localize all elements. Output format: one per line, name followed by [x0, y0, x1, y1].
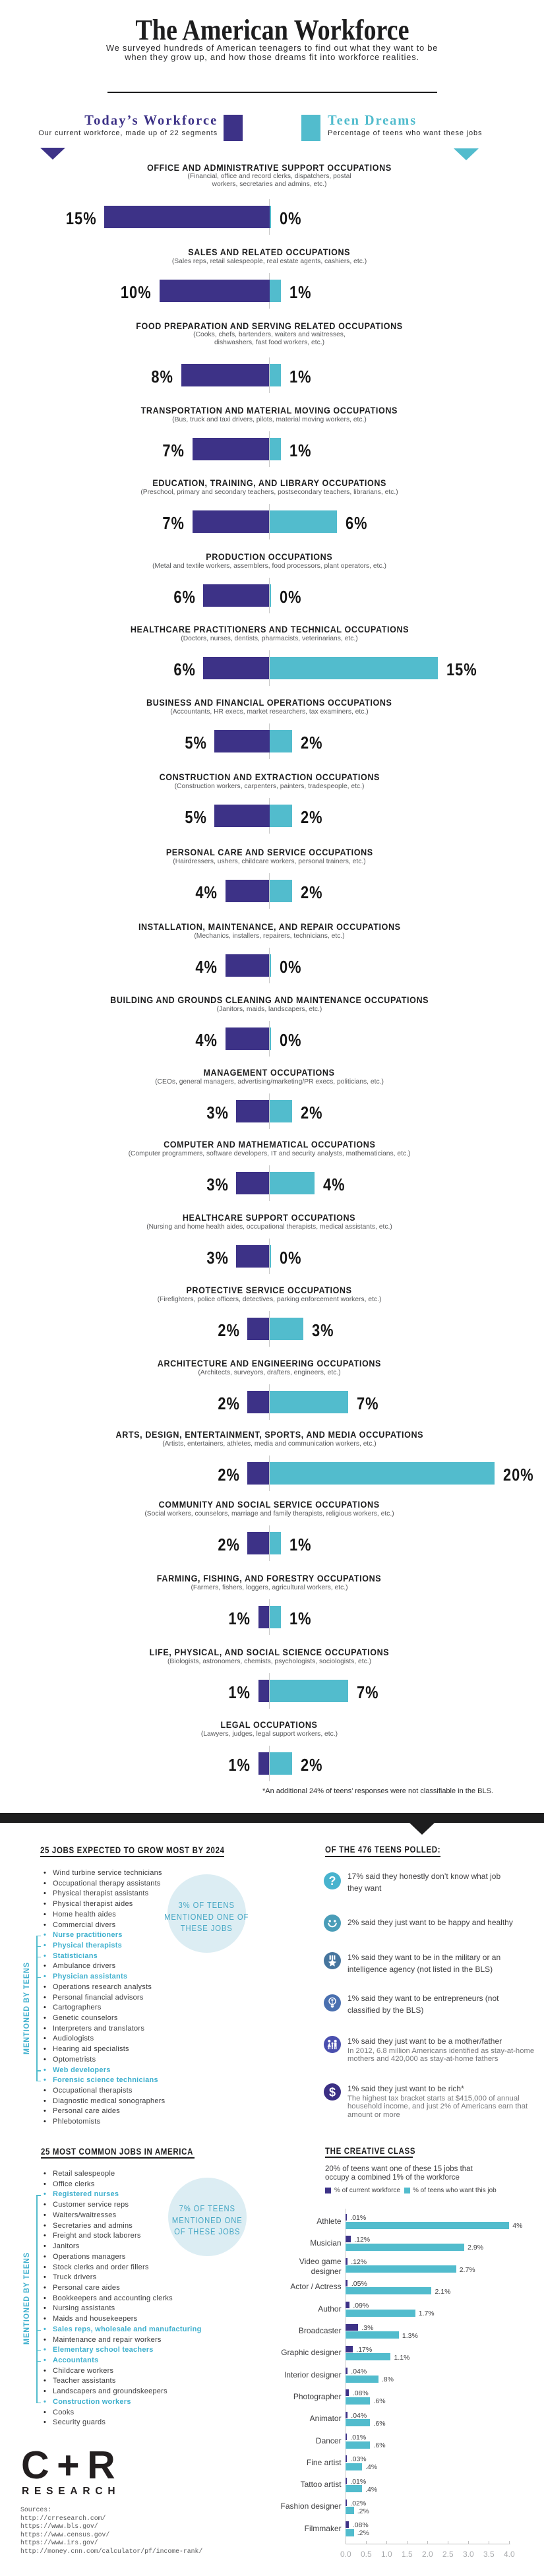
- svg-text:?: ?: [329, 1874, 336, 1887]
- svg-text:$: $: [329, 2085, 336, 2099]
